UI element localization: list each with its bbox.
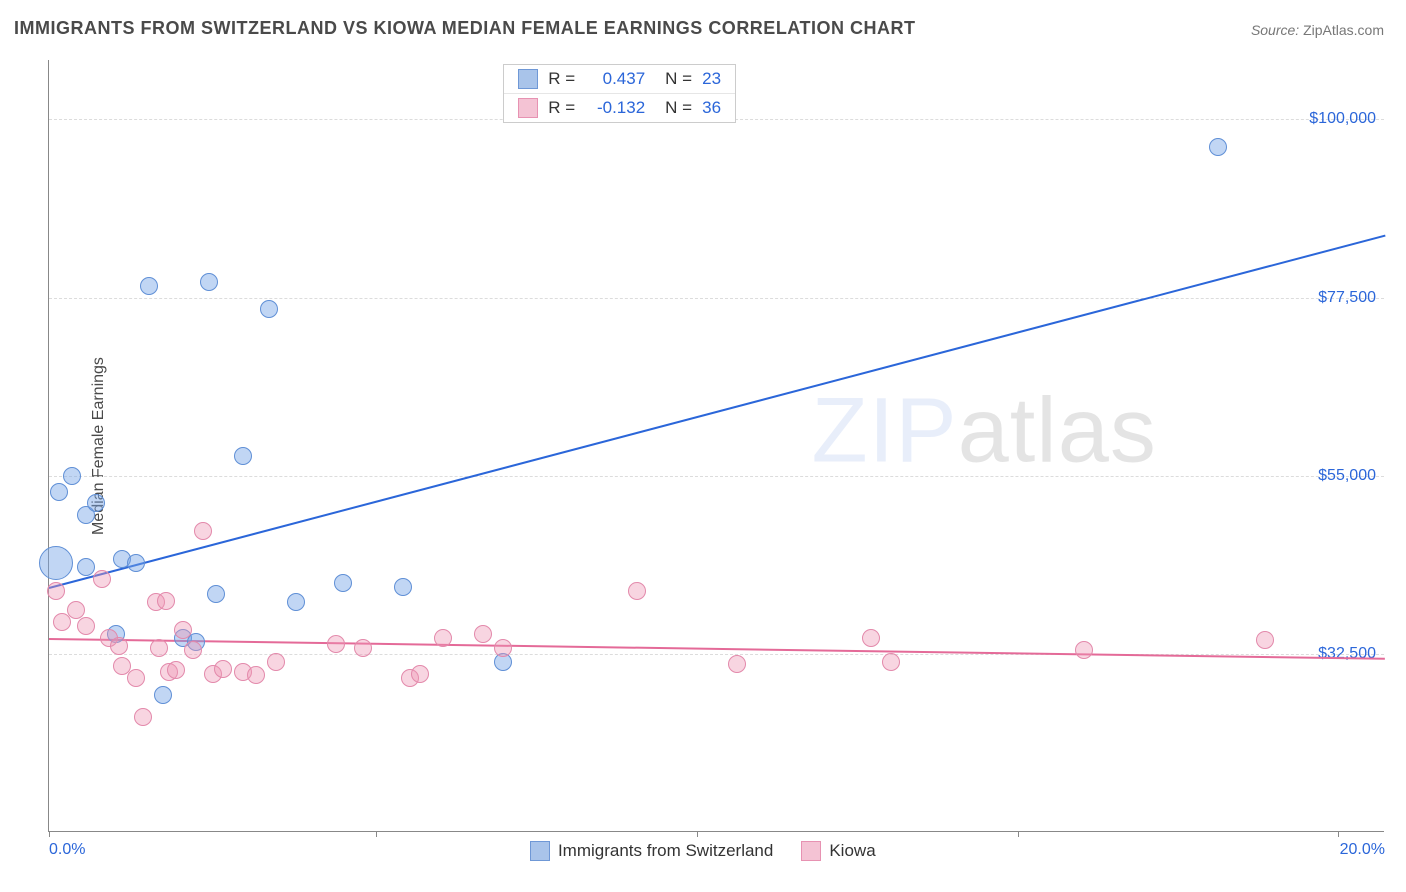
x-axis-min-label: 0.0% — [49, 841, 85, 859]
data-point — [882, 653, 900, 671]
data-point — [411, 665, 429, 683]
x-tick — [376, 831, 377, 837]
legend-item: Kiowa — [801, 841, 875, 861]
data-point — [157, 592, 175, 610]
data-point — [862, 629, 880, 647]
x-tick — [1338, 831, 1339, 837]
data-point — [63, 467, 81, 485]
legend-bottom: Immigrants from Switzerland Kiowa — [530, 841, 876, 861]
data-point — [50, 483, 68, 501]
data-point — [1075, 641, 1093, 659]
source-attribution: Source: ZipAtlas.com — [1251, 22, 1384, 38]
source-value: ZipAtlas.com — [1303, 22, 1384, 38]
data-point — [134, 708, 152, 726]
data-point — [287, 593, 305, 611]
legend-r-label: R = — [548, 98, 575, 118]
x-tick — [1018, 831, 1019, 837]
legend-series-name: Kiowa — [829, 841, 875, 861]
data-point — [200, 273, 218, 291]
data-point — [167, 661, 185, 679]
legend-item: Immigrants from Switzerland — [530, 841, 773, 861]
data-point — [47, 582, 65, 600]
source-label: Source: — [1251, 22, 1299, 38]
legend-swatch — [518, 98, 538, 118]
legend-stats-row: R = 0.437 N = 23 — [504, 65, 735, 93]
legend-n-value: 23 — [702, 69, 721, 89]
data-point — [434, 629, 452, 647]
data-point — [214, 660, 232, 678]
legend-swatch — [518, 69, 538, 89]
data-point — [77, 558, 95, 576]
trend-line — [49, 234, 1386, 588]
gridline — [49, 476, 1384, 477]
data-point — [1256, 631, 1274, 649]
data-point — [394, 578, 412, 596]
data-point — [194, 522, 212, 540]
data-point — [628, 582, 646, 600]
data-point — [140, 277, 158, 295]
data-point — [77, 617, 95, 635]
y-tick-label: $55,000 — [1318, 467, 1376, 485]
trend-line — [49, 638, 1385, 660]
data-point — [1209, 138, 1227, 156]
data-point — [474, 625, 492, 643]
legend-r-value: 0.437 — [585, 69, 645, 89]
legend-n-label: N = — [665, 98, 692, 118]
data-point — [150, 639, 168, 657]
data-point — [154, 686, 172, 704]
legend-swatch — [801, 841, 821, 861]
x-tick — [697, 831, 698, 837]
data-point — [494, 639, 512, 657]
legend-n-label: N = — [665, 69, 692, 89]
data-point — [174, 621, 192, 639]
data-point — [207, 585, 225, 603]
legend-series-name: Immigrants from Switzerland — [558, 841, 773, 861]
plot-area: ZIPatlas $32,500 $55,000 $77,500 $100,000 0.… — [48, 60, 1384, 832]
data-point — [93, 570, 111, 588]
y-tick-label: $100,000 — [1309, 110, 1376, 128]
data-point — [184, 641, 202, 659]
legend-n-value: 36 — [702, 98, 721, 118]
legend-r-value: -0.132 — [585, 98, 645, 118]
chart-title: IMMIGRANTS FROM SWITZERLAND VS KIOWA MED… — [14, 18, 915, 39]
data-point — [127, 554, 145, 572]
chart-stage: IMMIGRANTS FROM SWITZERLAND VS KIOWA MED… — [0, 0, 1406, 892]
legend-swatch — [530, 841, 550, 861]
data-point — [267, 653, 285, 671]
watermark-prefix: ZIP — [811, 379, 957, 481]
legend-stats-row: R = -0.132 N = 36 — [504, 93, 735, 122]
data-point — [87, 494, 105, 512]
data-point — [127, 669, 145, 687]
data-point — [260, 300, 278, 318]
y-tick-label: $77,500 — [1318, 289, 1376, 307]
data-point — [334, 574, 352, 592]
watermark-suffix: atlas — [958, 379, 1157, 481]
x-tick — [49, 831, 50, 837]
data-point — [728, 655, 746, 673]
watermark: ZIPatlas — [811, 378, 1156, 483]
legend-r-label: R = — [548, 69, 575, 89]
data-point — [247, 666, 265, 684]
data-point — [327, 635, 345, 653]
data-point — [110, 637, 128, 655]
y-tick-label: $32,500 — [1318, 645, 1376, 663]
x-axis-max-label: 20.0% — [1340, 841, 1385, 859]
gridline — [49, 298, 1384, 299]
data-point — [234, 447, 252, 465]
legend-stats-box: R = 0.437 N = 23 R = -0.132 N = 36 — [503, 64, 736, 123]
data-point — [354, 639, 372, 657]
data-point — [39, 546, 73, 580]
